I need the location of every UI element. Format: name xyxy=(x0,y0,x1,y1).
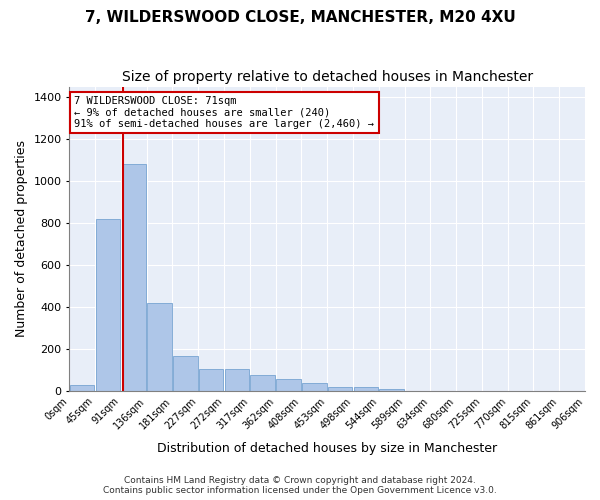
Text: 7 WILDERSWOOD CLOSE: 71sqm
← 9% of detached houses are smaller (240)
91% of semi: 7 WILDERSWOOD CLOSE: 71sqm ← 9% of detac… xyxy=(74,96,374,129)
Bar xyxy=(96,219,120,391)
Text: 7, WILDERSWOOD CLOSE, MANCHESTER, M20 4XU: 7, WILDERSWOOD CLOSE, MANCHESTER, M20 4X… xyxy=(85,10,515,25)
Bar xyxy=(70,384,94,391)
Bar xyxy=(276,380,301,391)
Title: Size of property relative to detached houses in Manchester: Size of property relative to detached ho… xyxy=(122,70,533,84)
Bar xyxy=(328,387,352,391)
Y-axis label: Number of detached properties: Number of detached properties xyxy=(15,140,28,338)
Bar xyxy=(199,369,223,391)
Bar xyxy=(122,164,146,391)
Text: Contains HM Land Registry data © Crown copyright and database right 2024.
Contai: Contains HM Land Registry data © Crown c… xyxy=(103,476,497,495)
Bar xyxy=(173,356,197,391)
Bar xyxy=(224,369,249,391)
Bar xyxy=(250,376,275,391)
X-axis label: Distribution of detached houses by size in Manchester: Distribution of detached houses by size … xyxy=(157,442,497,455)
Bar xyxy=(302,382,326,391)
Bar xyxy=(379,389,404,391)
Bar xyxy=(148,303,172,391)
Bar xyxy=(353,387,378,391)
